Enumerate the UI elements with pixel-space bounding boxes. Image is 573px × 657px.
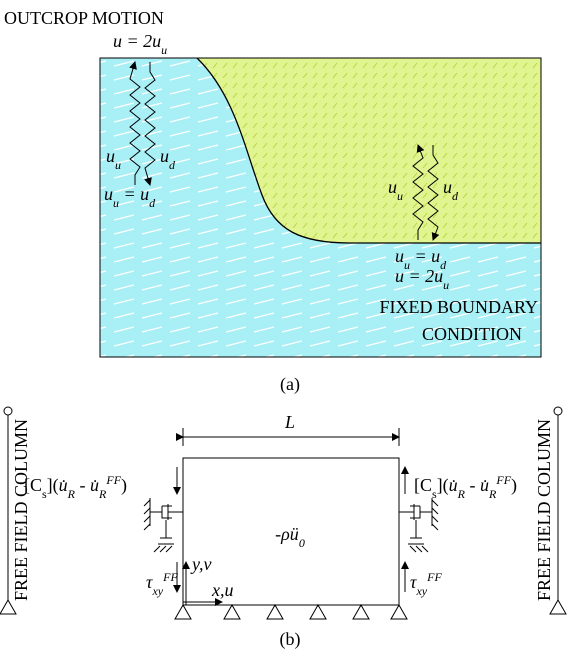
- text-part: u̇: [449, 475, 458, 495]
- text-part: x,u: [211, 580, 234, 600]
- text-part: u̇: [480, 475, 489, 495]
- text-part: xy: [415, 584, 427, 598]
- label: x,u: [211, 580, 234, 600]
- text-part: ): [121, 475, 127, 496]
- label: FIXED BOUNDARY: [379, 297, 538, 317]
- text-part: ](: [437, 475, 449, 496]
- text-part: [C: [414, 475, 432, 495]
- text-part: y,v: [190, 554, 212, 574]
- label: y,v: [190, 554, 212, 574]
- text-part: d: [169, 158, 176, 172]
- text-part: ): [511, 475, 517, 496]
- text-part: u: [160, 146, 169, 166]
- text-part: u = 2u: [113, 31, 161, 51]
- equation: u = 2uu: [113, 31, 167, 57]
- column-support: [0, 600, 16, 614]
- right-damper: [399, 498, 438, 552]
- text-part: -ρü: [275, 524, 299, 544]
- text-part: u: [397, 189, 403, 203]
- title: OUTCROP MOTION: [4, 8, 164, 28]
- label: [Cs](u̇R - u̇RFF): [414, 473, 517, 501]
- label: -ρü0: [275, 524, 305, 550]
- panel-b: [0, 407, 566, 619]
- text-part: u: [443, 177, 452, 197]
- column-label: FREE FIELD COLUMN: [534, 419, 554, 601]
- text-part: = u: [119, 184, 149, 204]
- label: CONDITION: [422, 324, 522, 344]
- column-node: [4, 407, 12, 415]
- text-part: -: [465, 475, 480, 495]
- text-part: d: [452, 189, 459, 203]
- caption: (b): [280, 629, 301, 650]
- label: [Cs](u̇R - u̇RFF): [24, 473, 127, 501]
- text-part: -: [75, 475, 90, 495]
- text-part: FF: [162, 570, 178, 584]
- text-part: u: [395, 246, 404, 266]
- label: τxyFF: [410, 570, 442, 598]
- caption: (a): [280, 374, 300, 395]
- text-part: u: [443, 278, 449, 292]
- text-part: u̇: [90, 475, 99, 495]
- label: τxyFF: [146, 570, 178, 598]
- column-support: [550, 600, 566, 614]
- text-part: u = 2u: [395, 266, 443, 286]
- text-part: ](: [47, 475, 59, 496]
- text-part: L: [284, 412, 295, 432]
- column-node: [554, 407, 562, 415]
- text-part: R: [488, 487, 497, 501]
- text-part: u: [106, 146, 115, 166]
- text-part: d: [149, 196, 156, 210]
- figure: OUTCROP MOTIONu = 2uuuuuduu = uduuuduu =…: [0, 0, 573, 657]
- text-part: FF: [426, 570, 442, 584]
- left-damper: [144, 498, 183, 552]
- text-part: u̇: [59, 475, 68, 495]
- text-part: u: [115, 158, 121, 172]
- text-part: R: [98, 487, 107, 501]
- column-label: FREE FIELD COLUMN: [11, 419, 31, 601]
- text-part: u: [161, 43, 167, 57]
- text-part: u: [104, 184, 113, 204]
- text-part: 0: [299, 536, 305, 550]
- text-part: = u: [410, 246, 440, 266]
- text-part: FF: [105, 473, 121, 487]
- text-part: FF: [495, 473, 511, 487]
- text-part: u: [388, 177, 397, 197]
- text-part: xy: [151, 584, 163, 598]
- label: L: [284, 412, 295, 432]
- base-supports: [175, 605, 407, 619]
